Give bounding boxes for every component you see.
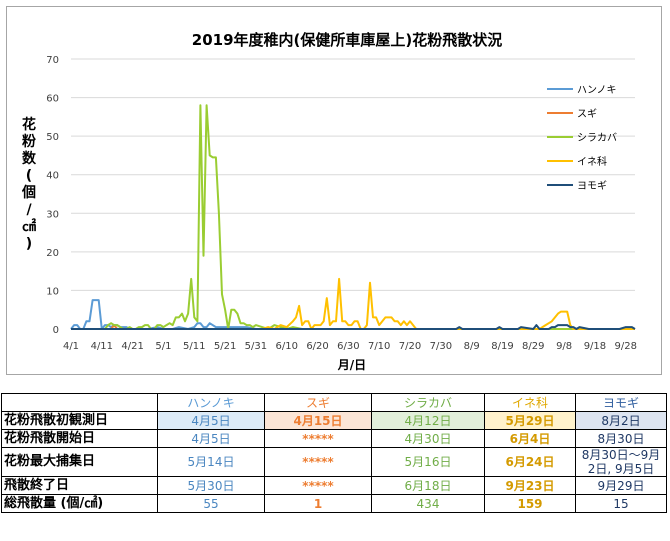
- x-tick-label: 4/11: [91, 341, 113, 352]
- table-cell: 6月18日: [371, 476, 485, 495]
- x-tick-label: 6/20: [306, 341, 328, 352]
- x-tick-label: 7/20: [399, 341, 421, 352]
- x-tick-label: 5/31: [245, 341, 267, 352]
- table-row: 飛散終了日 5月30日 ***** 6月18日 9月23日 9月29日: [1, 476, 667, 495]
- table-cell: 4月5日: [157, 429, 265, 448]
- table-cell: 15: [575, 494, 667, 513]
- table-cell: 9月29日: [575, 476, 667, 495]
- x-tick-label: 9/18: [584, 341, 606, 352]
- x-tick-label: 8/19: [491, 341, 513, 352]
- y-axis-label-char: 数: [22, 150, 37, 167]
- x-tick-label: 8/9: [464, 341, 480, 352]
- x-tick-label: 4/21: [121, 341, 143, 352]
- table-column-header: ヨモギ: [575, 393, 667, 412]
- series-line-3: [261, 277, 635, 330]
- x-axis-label: 月/日: [337, 358, 366, 372]
- x-tick-label: 5/21: [214, 341, 236, 352]
- y-axis-label-char: ㎠: [22, 218, 36, 235]
- table-row: 花粉最大捕集日 5月14日 ***** 5月16日 6月24日 8月30日～9月2日, 9…: [1, 447, 667, 477]
- x-tick-label: 7/10: [368, 341, 390, 352]
- table-cell: *****: [264, 429, 372, 448]
- legend-label: イネ科: [577, 155, 607, 168]
- table-cell: 1: [264, 494, 372, 513]
- table-cell: 6月24日: [484, 447, 576, 477]
- x-tick-labels: 4/1 4/11 4/21 5/1 5/11 5/21 5/31 6/10 6/20 6/30 7/…: [63, 341, 637, 352]
- table-row-header: 花粉最大捕集日: [1, 447, 158, 477]
- table-cell: 4月15日: [264, 411, 372, 430]
- x-tick-label: 5/1: [155, 341, 171, 352]
- y-tick-labels: 0 10 20 30 40 50 60 70: [46, 55, 59, 336]
- table-cell: 159: [484, 494, 576, 513]
- x-tick-label: 4/1: [63, 341, 79, 352]
- y-tick-label: 60: [46, 94, 59, 105]
- legend-label: シラカバ: [577, 132, 617, 144]
- table-cell: 55: [157, 494, 265, 513]
- legend-label: スギ: [577, 108, 597, 120]
- table-cell: 9月23日: [484, 476, 576, 495]
- x-tick-label: 9/28: [615, 341, 637, 352]
- table-cell: 4月12日: [371, 411, 485, 430]
- series-line-2: [71, 104, 635, 330]
- table-cell: 434: [371, 494, 485, 513]
- series-line-4: [71, 324, 636, 330]
- y-tick-label: 70: [46, 55, 59, 66]
- chart-container: 2019年度稚内(保健所車庫屋上)花粉飛散状況 花粉数(個 / ㎠) 月/日 0 10…: [6, 6, 662, 375]
- x-tick-label: 6/10: [276, 341, 298, 352]
- x-tick-label: 8/29: [522, 341, 544, 352]
- table-row-header: 飛散終了日: [1, 476, 158, 495]
- table-cell: 5月14日: [157, 447, 265, 477]
- table-cell: 8月30日～9月2日, 9月5日: [575, 447, 667, 477]
- table-row-header: 花粉飛散初観測日: [1, 411, 158, 430]
- table-corner: [1, 393, 158, 412]
- table-cell: *****: [264, 476, 372, 495]
- series-lines: [70, 104, 636, 330]
- table-row-header: 総飛散量 (個/㎠): [1, 494, 158, 513]
- table-column-header: ハンノキ: [157, 393, 265, 412]
- table-row-header: 花粉飛散開始日: [1, 429, 158, 448]
- table-row: 総飛散量 (個/㎠) 55 1 434 159 15: [1, 494, 667, 513]
- x-tick-label: 7/30: [430, 341, 452, 352]
- table-cell: *****: [264, 447, 372, 477]
- table-cell: 6月4日: [484, 429, 576, 448]
- y-tick-label: 10: [46, 286, 59, 297]
- x-tick-label: 5/11: [183, 341, 205, 352]
- y-tick-label: 0: [53, 325, 59, 336]
- y-tick-label: 20: [46, 248, 59, 259]
- x-tick-label: 9/8: [556, 341, 572, 352]
- table-column-header: イネ科: [484, 393, 576, 412]
- legend-label: ハンノキ: [577, 85, 617, 96]
- y-tick-label: 50: [46, 132, 59, 143]
- table-row: 花粉飛散開始日 4月5日 ***** 4月30日 6月4日 8月30日: [1, 429, 667, 448]
- table-cell: 8月2日: [575, 411, 667, 430]
- table-cell: 4月5日: [157, 411, 265, 430]
- legend-label: ヨモギ: [577, 180, 607, 192]
- table-cell: 5月29日: [484, 411, 576, 430]
- table-cell: 4月30日: [371, 429, 485, 448]
- table-header-row: ハンノキ スギ シラカバ イネ科 ヨモギ: [1, 393, 667, 412]
- y-axis-label: 花粉数(個/㎠): [21, 116, 37, 252]
- y-axis-label-char: /: [26, 202, 32, 218]
- y-tick-label: 40: [46, 171, 59, 182]
- x-tick-label: 6/30: [337, 341, 359, 352]
- pollen-summary-table: ハンノキ スギ シラカバ イネ科 ヨモギ 花粉飛散初観測日 4月5日 4月15日 4月12日 5月…: [1, 393, 667, 513]
- y-tick-label: 30: [46, 209, 59, 220]
- gridlines: [71, 58, 635, 330]
- table-cell: 5月30日: [157, 476, 265, 495]
- pollen-line-chart: 2019年度稚内(保健所車庫屋上)花粉飛散状況 花粉数(個/㎠) 月/日 0 10…: [21, 31, 637, 372]
- y-axis-label-char: ): [26, 236, 32, 252]
- table-row: 花粉飛散初観測日 4月5日 4月15日 4月12日 5月29日 8月2日: [1, 411, 667, 430]
- table-cell: 5月16日: [371, 447, 485, 477]
- y-axis-label-char: 花: [22, 116, 36, 133]
- chart-title: 2019年度稚内(保健所車庫屋上)花粉飛散状況: [192, 31, 502, 49]
- table-cell: 8月30日: [575, 429, 667, 448]
- y-axis-label-char: (: [26, 168, 32, 184]
- y-axis-label-char: 個: [21, 184, 36, 201]
- table-column-header: スギ: [264, 393, 372, 412]
- table-column-header: シラカバ: [371, 393, 485, 412]
- y-axis-label-char: 粉: [22, 133, 36, 150]
